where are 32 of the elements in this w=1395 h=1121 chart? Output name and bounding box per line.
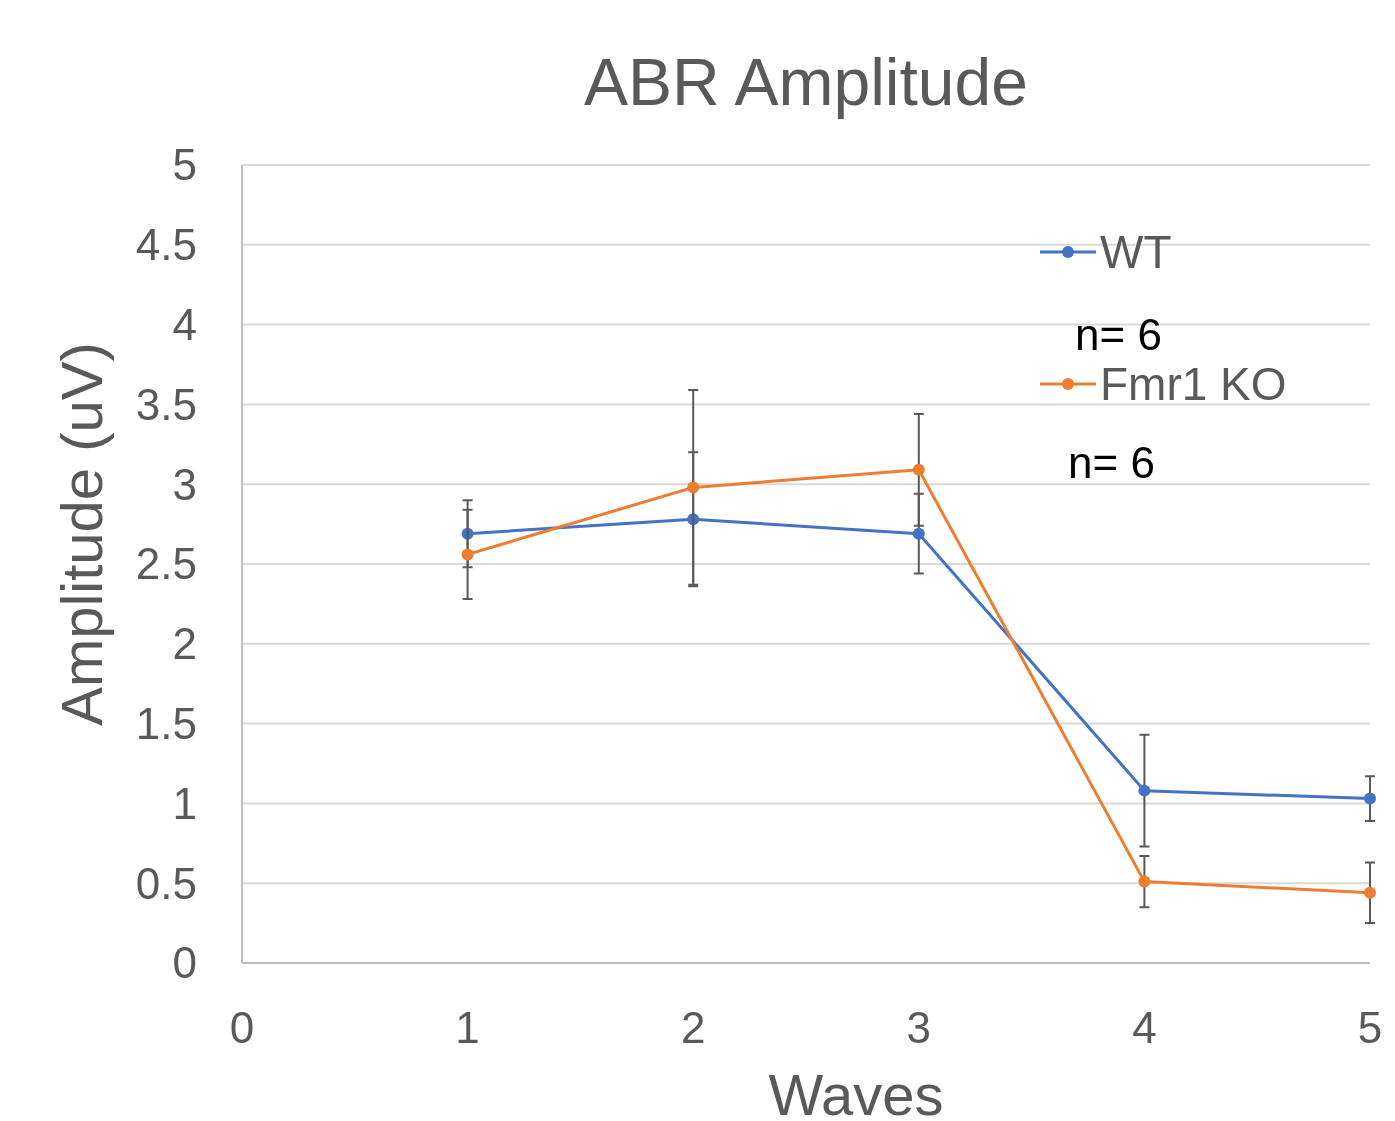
x-tick-label: 5 (1357, 1003, 1383, 1052)
annotation: n= 6 (1068, 438, 1155, 487)
x-axis-title: Waves (768, 1062, 944, 1121)
y-tick-label: 1.5 (135, 699, 197, 748)
point (1138, 875, 1151, 888)
point (912, 527, 925, 540)
legend-label: WT (1100, 226, 1172, 279)
point (912, 463, 925, 476)
point (461, 548, 474, 561)
annotation: n= 6 (1075, 310, 1162, 359)
y-tick-label: 2 (172, 619, 197, 669)
point (1138, 784, 1151, 797)
y-tick-label: 4.5 (135, 220, 197, 270)
y-tick-label: 3 (172, 459, 197, 509)
y-tick-label: 3.5 (135, 379, 197, 429)
x-tick-label: 1 (455, 1003, 480, 1052)
point (1364, 886, 1376, 899)
y-tick-label: 5 (172, 140, 197, 190)
chart-title: ABR Amplitude (584, 45, 1028, 119)
point (687, 481, 700, 494)
y-tick-label: 1 (172, 778, 197, 828)
y-tick-label: 4 (172, 300, 197, 349)
x-tick-label: 2 (680, 1003, 706, 1052)
y-axis-title: Amplitude (uV) (49, 342, 114, 726)
legend-label: Fmr1 KO (1100, 358, 1287, 411)
x-tick-label: 4 (1132, 1003, 1157, 1052)
x-tick-label: 0 (229, 1003, 255, 1052)
x-tick-label: 3 (906, 1003, 932, 1052)
y-tick-label: 0.5 (135, 858, 197, 908)
y-tick-label: 0 (172, 938, 197, 988)
y-tick-label: 2.5 (135, 539, 197, 589)
point (1364, 792, 1376, 805)
